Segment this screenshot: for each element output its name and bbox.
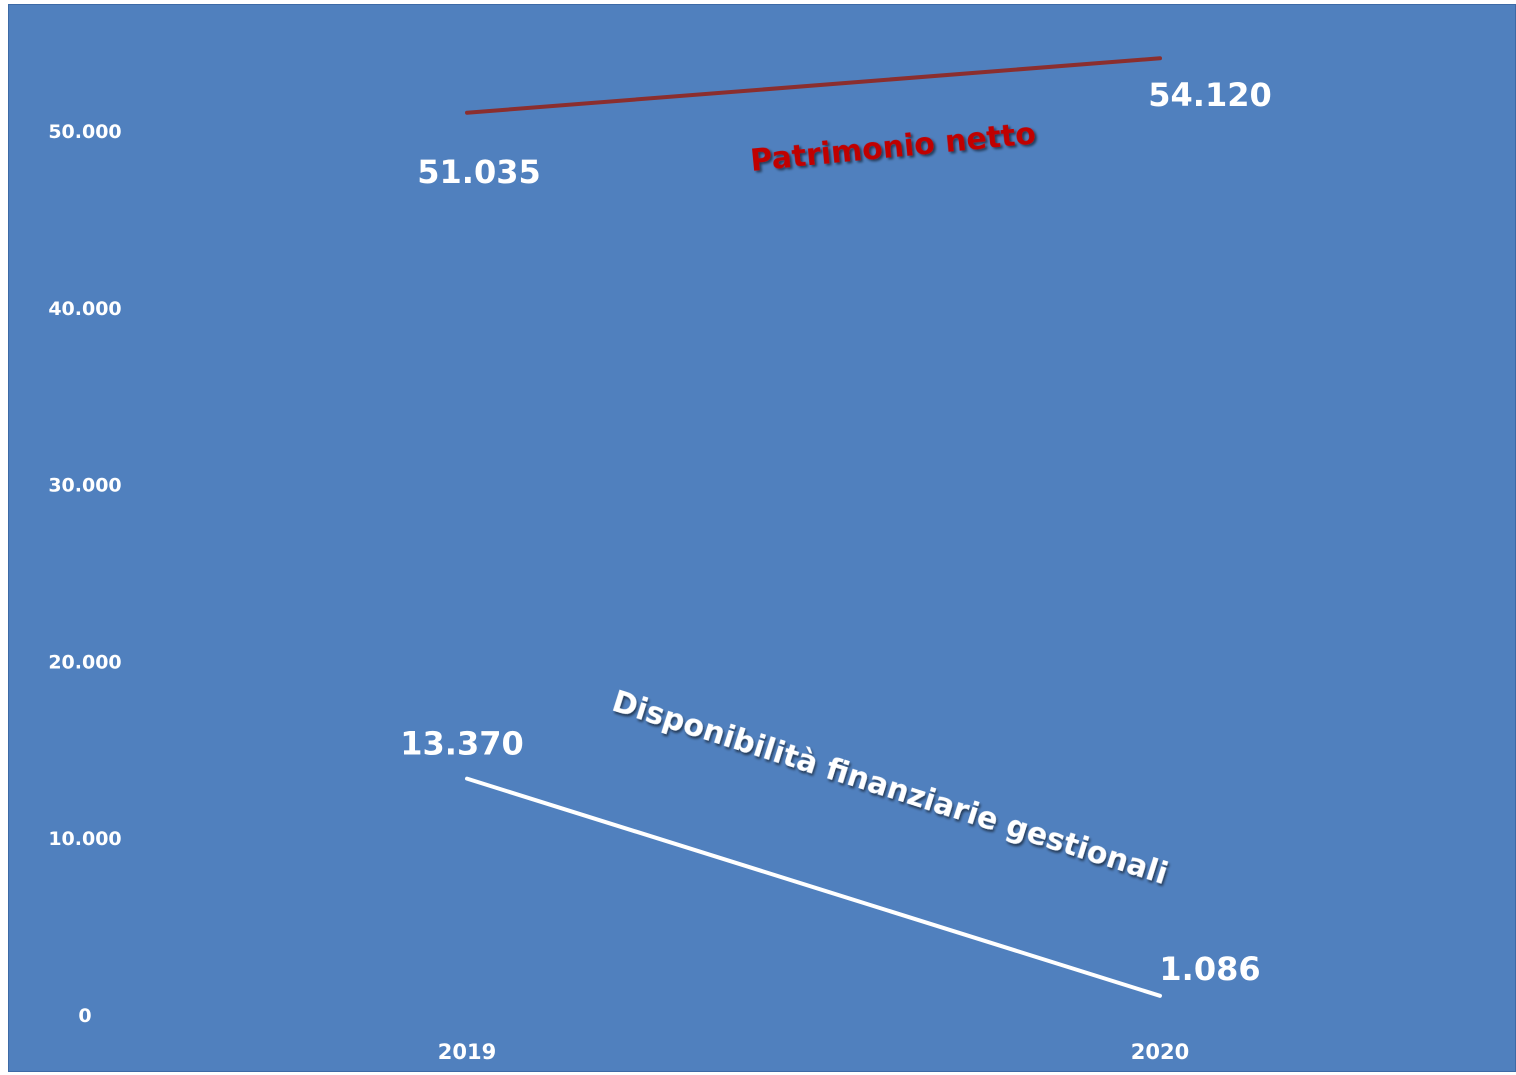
data-label: 13.370 (400, 725, 523, 763)
series-annotation-disponibilita: Disponibilità finanziarie gestionali (608, 684, 1172, 892)
series-layer (465, 56, 1162, 998)
drop-lines (465, 58, 1162, 980)
series-annotation-patrimonio-netto: Patrimonio netto (749, 116, 1037, 178)
y-tick-label: 0 (78, 1005, 91, 1027)
chart-area: 0 10.000 20.000 30.000 40.000 50.000 2019 2020… (8, 4, 1516, 1072)
y-tick-label: 10.000 (48, 828, 121, 850)
y-tick-label: 50.000 (48, 121, 121, 143)
x-tick-label: 2019 (438, 1040, 496, 1064)
y-tick-label: 20.000 (48, 651, 121, 673)
series-line (465, 776, 1162, 998)
data-labels: 51.035 54.120 13.370 1.086 (400, 76, 1271, 988)
data-label: 51.035 (417, 153, 540, 191)
data-label: 1.086 (1159, 950, 1260, 988)
x-tick-label: 2020 (1131, 1040, 1189, 1064)
y-tick-label: 40.000 (48, 298, 121, 320)
y-axis: 0 10.000 20.000 30.000 40.000 50.000 (48, 121, 121, 1027)
data-label: 54.120 (1148, 76, 1271, 114)
line-chart: 0 10.000 20.000 30.000 40.000 50.000 2019 2020… (48, 56, 1272, 1064)
x-axis: 2019 2020 (438, 1040, 1189, 1064)
series-line (465, 56, 1162, 115)
series-annotations: Patrimonio netto Disponibilità finanziari… (608, 116, 1172, 891)
y-tick-label: 30.000 (48, 475, 121, 497)
